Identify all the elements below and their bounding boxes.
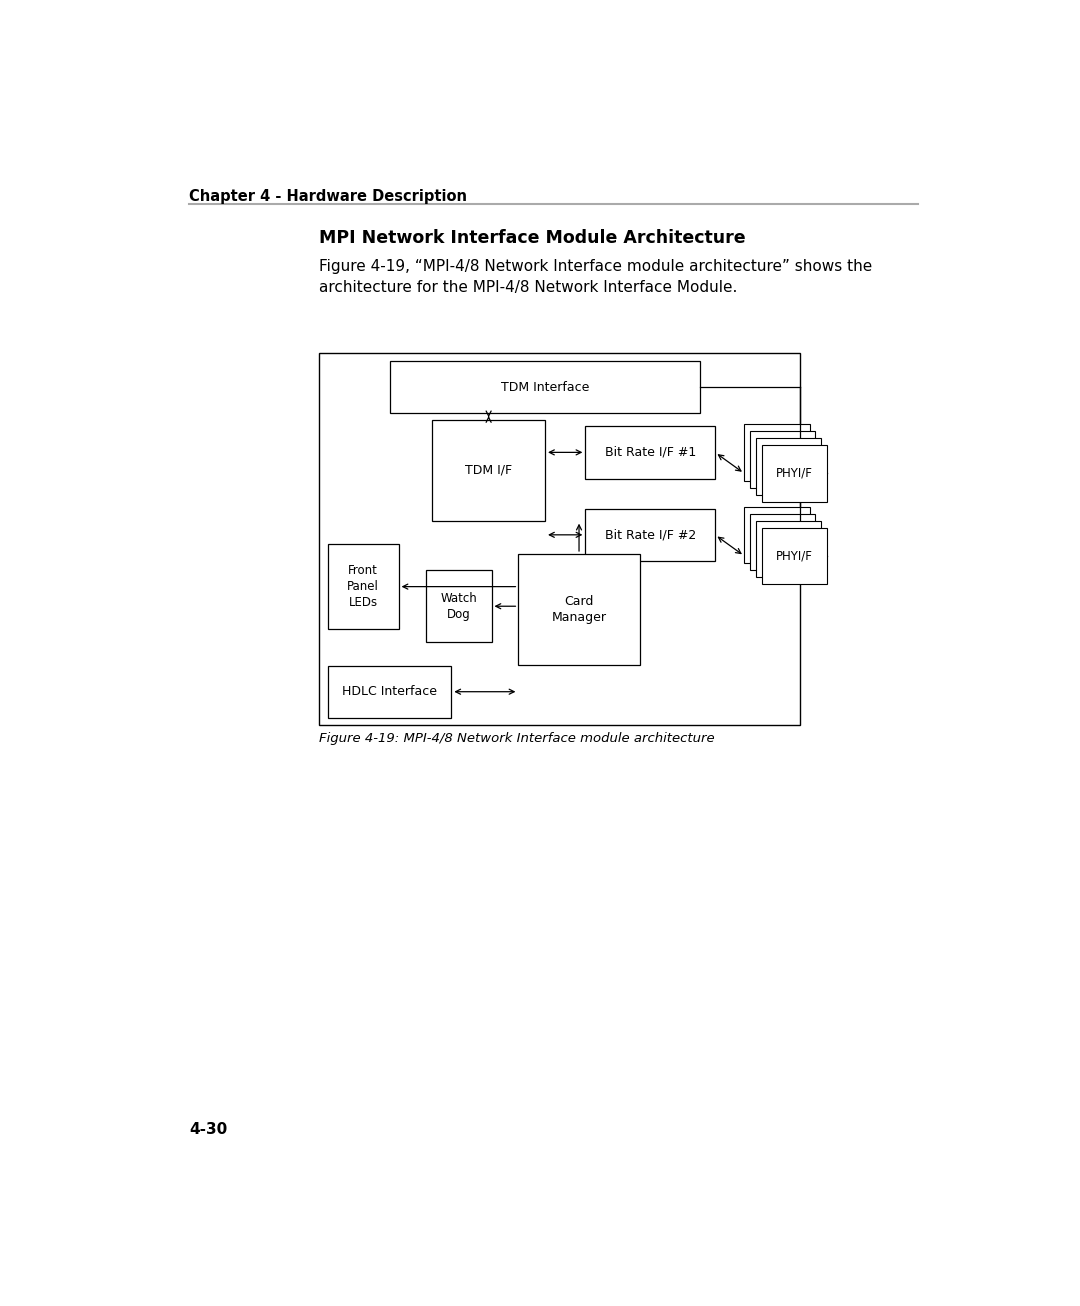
Text: Card
Manager: Card Manager (552, 594, 607, 624)
Bar (751, 513, 815, 569)
Text: 4-30: 4-30 (189, 1122, 228, 1138)
Bar (585, 508, 715, 562)
Text: Front
Panel
LEDs: Front Panel LEDs (347, 564, 379, 609)
Text: MPI Network Interface Module Architecture: MPI Network Interface Module Architectur… (320, 229, 746, 247)
Text: Chapter 4 - Hardware Description: Chapter 4 - Hardware Description (189, 189, 468, 204)
Text: TDM I/F: TDM I/F (465, 464, 512, 477)
Text: Figure 4-19: MPI-4/8 Network Interface module architecture: Figure 4-19: MPI-4/8 Network Interface m… (320, 731, 715, 744)
Text: Bit Rate I/F #1: Bit Rate I/F #1 (605, 445, 696, 458)
Bar (744, 424, 810, 481)
Bar (518, 554, 639, 665)
Bar (432, 421, 545, 521)
Bar (327, 666, 451, 718)
Bar (744, 507, 810, 563)
Text: HDLC Interface: HDLC Interface (342, 686, 437, 699)
Text: TDM Interface: TDM Interface (501, 380, 590, 393)
Text: PHYI/F: PHYI/F (777, 468, 813, 481)
Bar (756, 521, 821, 577)
Bar (427, 569, 491, 643)
Text: Figure 4-19, “MPI-4/8 Network Interface module architecture” shows the
architect: Figure 4-19, “MPI-4/8 Network Interface … (320, 260, 873, 295)
Bar (390, 360, 700, 413)
Text: Watch
Dog: Watch Dog (441, 592, 477, 620)
Bar (751, 431, 815, 487)
Text: Bit Rate I/F #2: Bit Rate I/F #2 (605, 529, 696, 541)
Text: PHYI/F: PHYI/F (777, 550, 813, 563)
Bar (585, 426, 715, 478)
Bar (320, 353, 800, 725)
Bar (761, 528, 827, 584)
Bar (327, 543, 399, 629)
Bar (761, 445, 827, 502)
Bar (756, 439, 821, 495)
